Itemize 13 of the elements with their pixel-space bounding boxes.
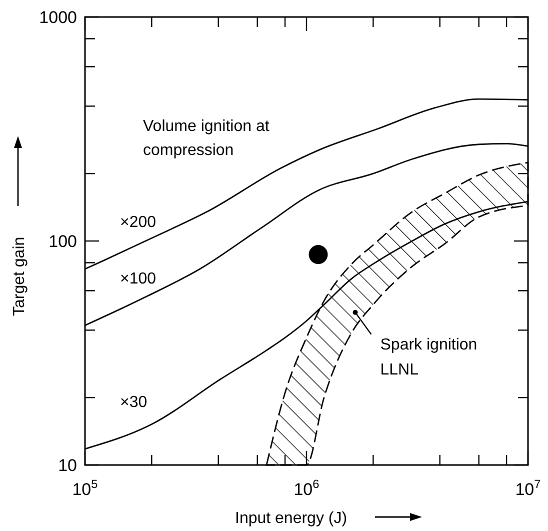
series-label: ×200 [120,214,156,231]
y-tick-label: 100 [48,232,77,251]
y-tick-label: 1000 [39,8,77,27]
y-tick-label: 10 [58,456,77,475]
series-label: ×100 [120,270,156,288]
x-axis-title: Input energy (J) [235,510,348,527]
annotation: Spark ignition LLNL [380,336,478,378]
annotation: Volume ignition at compression [143,118,270,159]
x-tick-label: 10$^{7}$ [515,477,542,499]
x-tick-label: 10$^{5}$ [72,477,98,499]
series-label: ×30 [120,394,148,411]
x-tick-label: 10$^{6}$ [294,477,320,499]
y-axis-title: Target gain [11,236,28,316]
